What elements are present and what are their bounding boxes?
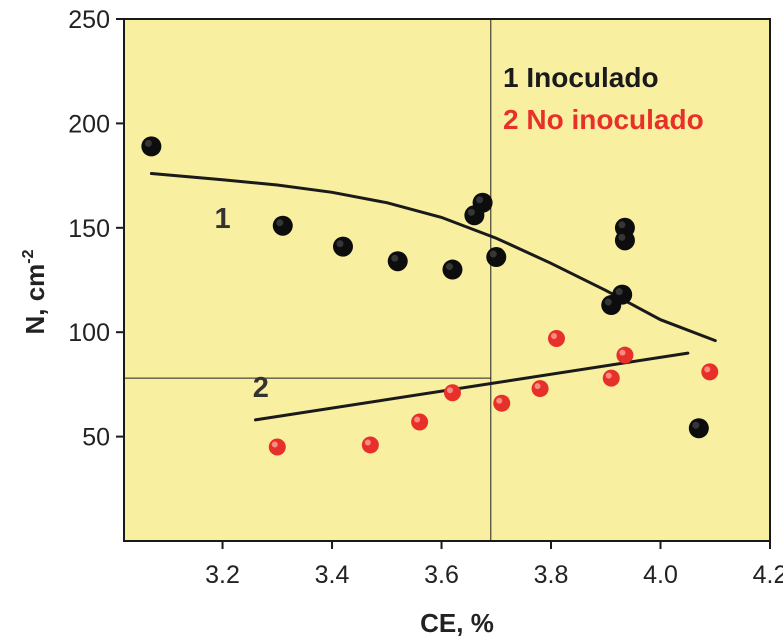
point-marker xyxy=(268,438,286,456)
point-series-1-3 xyxy=(387,251,408,272)
point-highlight xyxy=(445,263,453,271)
y-axis: 50 100 150 200 250 xyxy=(68,6,124,452)
legend-entry-inoculado: 1 Inoculado xyxy=(503,62,659,93)
series-label-2: 2 xyxy=(253,372,269,404)
point-series-1-1 xyxy=(272,215,293,236)
point-series-2-2 xyxy=(411,413,429,431)
y-axis-title-text: N, cm xyxy=(20,264,50,335)
point-highlight xyxy=(391,254,399,262)
x-tick-label-3-4: 3.4 xyxy=(315,561,350,589)
point-highlight xyxy=(618,233,626,241)
series-label-1: 1 xyxy=(214,203,230,235)
point-series-2-5 xyxy=(531,380,549,398)
point-highlight xyxy=(619,349,626,356)
point-highlight xyxy=(414,416,421,423)
y-tick-label-200: 200 xyxy=(68,110,110,138)
point-series-2-4 xyxy=(493,394,511,412)
series-labels: 12 xyxy=(214,203,268,404)
point-marker xyxy=(443,384,461,402)
x-tick-label-3-6: 3.6 xyxy=(424,561,459,589)
point-marker xyxy=(602,369,620,387)
point-marker xyxy=(616,346,634,364)
point-series-1-9 xyxy=(612,284,633,305)
point-highlight xyxy=(704,366,711,373)
trend-line-series-2 xyxy=(253,351,690,422)
point-marker xyxy=(614,230,635,251)
point-series-1-11 xyxy=(614,230,635,251)
y-tick-label-150: 150 xyxy=(68,215,110,243)
point-highlight xyxy=(618,221,626,229)
point-series-1-4 xyxy=(442,259,463,280)
y-tick-label-250: 250 xyxy=(68,6,110,34)
point-marker xyxy=(332,236,353,257)
point-highlight xyxy=(605,372,612,379)
point-marker xyxy=(442,259,463,280)
point-highlight xyxy=(446,387,453,394)
plot-area xyxy=(124,19,770,541)
x-axis-title: CE, % xyxy=(420,608,494,638)
y-axis-title: N, cm-2 xyxy=(20,249,50,334)
x-tick-label-3-8: 3.8 xyxy=(534,561,569,589)
point-marker xyxy=(272,215,293,236)
x-tick-label-3-2: 3.2 xyxy=(205,561,240,589)
point-marker xyxy=(612,284,633,305)
point-highlight xyxy=(550,332,557,339)
point-series-2-0 xyxy=(268,438,286,456)
point-marker xyxy=(493,394,511,412)
y-axis-title-exponent: -2 xyxy=(20,249,37,263)
point-marker xyxy=(472,192,493,213)
point-series-1-0 xyxy=(141,136,162,157)
point-marker xyxy=(531,380,549,398)
x-axis: 3.2 3.4 3.6 3.8 4.0 4.2 xyxy=(205,541,783,589)
point-highlight xyxy=(467,208,475,216)
point-highlight xyxy=(496,397,503,404)
point-series-1-2 xyxy=(332,236,353,257)
point-marker xyxy=(701,363,719,381)
point-series-1-7 xyxy=(486,247,507,268)
point-marker xyxy=(361,436,379,454)
point-highlight xyxy=(692,421,700,429)
point-marker xyxy=(486,247,507,268)
point-highlight xyxy=(276,219,284,227)
point-highlight xyxy=(534,383,541,390)
point-highlight xyxy=(615,288,623,296)
point-highlight xyxy=(489,250,497,258)
point-highlight xyxy=(271,441,278,448)
reference-lines xyxy=(124,19,492,541)
x-tick-label-4-0: 4.0 xyxy=(643,561,678,589)
point-series-2-9 xyxy=(701,363,719,381)
x-tick-label-4-2: 4.2 xyxy=(753,561,783,589)
point-marker xyxy=(547,329,565,347)
y-tick-label-100: 100 xyxy=(68,319,110,347)
point-highlight xyxy=(336,240,344,248)
point-marker xyxy=(387,251,408,272)
point-series-1-12 xyxy=(688,418,709,439)
point-highlight xyxy=(364,439,371,446)
point-highlight xyxy=(476,196,484,204)
point-series-2-3 xyxy=(443,384,461,402)
plot-frame xyxy=(123,18,771,542)
data-points xyxy=(141,136,719,456)
point-marker xyxy=(141,136,162,157)
point-series-2-1 xyxy=(361,436,379,454)
point-series-1-6 xyxy=(472,192,493,213)
point-series-2-8 xyxy=(616,346,634,364)
point-series-2-7 xyxy=(602,369,620,387)
point-marker xyxy=(411,413,429,431)
legend: 1 Inoculado 2 No inoculado xyxy=(503,62,704,135)
y-tick-label-50: 50 xyxy=(82,424,110,452)
point-marker xyxy=(688,418,709,439)
point-highlight xyxy=(144,139,152,147)
point-series-2-6 xyxy=(547,329,565,347)
point-highlight xyxy=(604,298,612,306)
legend-entry-no-inoculado: 2 No inoculado xyxy=(503,104,704,135)
